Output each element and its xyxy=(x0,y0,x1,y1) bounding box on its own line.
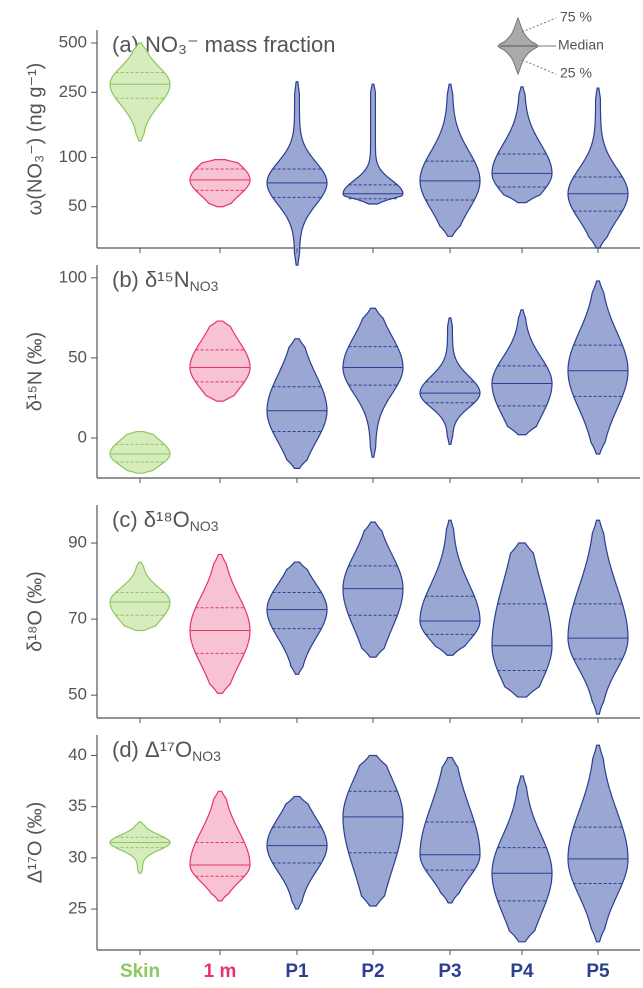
violin-body xyxy=(342,754,404,907)
x-tick-label: 1 m xyxy=(204,961,237,982)
y-tick-label: 50 xyxy=(68,196,87,215)
y-axis-label: Δ¹⁷O (‰) xyxy=(24,802,46,884)
y-tick-label: 250 xyxy=(59,82,87,101)
violin-body xyxy=(109,561,171,632)
panel-title: (b) δ¹⁵NNO3 xyxy=(112,267,219,294)
violin-body xyxy=(342,83,404,205)
y-tick-label: 100 xyxy=(59,147,87,166)
y-axis-label: δ¹⁵N (‰) xyxy=(24,332,46,411)
y-tick-label: 30 xyxy=(68,847,87,866)
key-label: 25 % xyxy=(560,65,592,81)
violin-body xyxy=(419,83,481,237)
violin-body xyxy=(342,307,404,458)
panel-title: (a) NO₃⁻ mass fraction xyxy=(112,32,336,57)
y-tick-label: 35 xyxy=(68,796,87,815)
key-leader xyxy=(521,17,557,33)
panel-title-sub: NO3 xyxy=(190,278,219,294)
y-axis-label: ω(NO₃⁻) (ng g⁻¹) xyxy=(24,63,46,216)
x-tick-label: P4 xyxy=(510,961,534,982)
y-tick-label: 100 xyxy=(59,267,87,286)
y-axis-label: δ¹⁸O (‰) xyxy=(24,571,46,652)
violin-body xyxy=(109,430,171,474)
violin-body xyxy=(189,790,251,902)
violin-body xyxy=(419,519,481,656)
panel-title: (d) Δ¹⁷ONO3 xyxy=(112,737,221,764)
violin-body xyxy=(266,795,328,910)
x-tick-label: P3 xyxy=(438,961,461,982)
violin-body xyxy=(491,542,553,698)
x-tick-label: P5 xyxy=(586,961,610,982)
violin-body xyxy=(109,42,171,142)
violin-body xyxy=(567,744,629,943)
y-tick-label: 90 xyxy=(68,533,87,552)
violin-body xyxy=(266,81,328,266)
violin-body xyxy=(491,775,553,943)
y-tick-label: 25 xyxy=(68,899,87,918)
x-tick-label: Skin xyxy=(120,961,160,982)
violin-body xyxy=(419,756,481,904)
key-label: Median xyxy=(558,37,604,53)
violin-body xyxy=(266,561,328,675)
y-tick-label: 50 xyxy=(68,347,87,366)
violin-body xyxy=(567,280,629,455)
violin-body xyxy=(342,521,404,658)
panel-title-main: (d) Δ¹⁷O xyxy=(112,737,192,762)
y-tick-label: 50 xyxy=(68,685,87,704)
x-tick-label: P2 xyxy=(361,961,384,982)
violin-body xyxy=(567,519,629,715)
violin-body xyxy=(567,87,629,249)
violin-body xyxy=(189,553,251,694)
panel-title: (c) δ¹⁸ONO3 xyxy=(112,507,219,534)
panel-title-sub: NO3 xyxy=(190,518,219,534)
x-tick-label: P1 xyxy=(285,961,309,982)
y-tick-label: 0 xyxy=(78,427,87,446)
key-leader xyxy=(521,59,557,75)
key-inset: 75 % Median 25 % xyxy=(497,9,604,81)
violin-body xyxy=(109,821,171,874)
panel-title-sub: NO3 xyxy=(192,748,221,764)
y-tick-label: 70 xyxy=(68,609,87,628)
key-label: 75 % xyxy=(560,9,592,25)
panel-title-main: (b) δ¹⁵N xyxy=(112,267,190,292)
violin-body xyxy=(419,317,481,445)
panel-title-main: (c) δ¹⁸O xyxy=(112,507,190,532)
y-tick-label: 40 xyxy=(68,745,87,764)
y-tick-label: 500 xyxy=(59,32,87,51)
violin-body xyxy=(189,159,251,208)
violin-body xyxy=(491,309,553,436)
violin-body xyxy=(189,320,251,402)
violin-body xyxy=(491,86,553,204)
violin-body xyxy=(266,338,328,469)
panel-title-main: (a) NO₃⁻ mass fraction xyxy=(112,32,336,57)
